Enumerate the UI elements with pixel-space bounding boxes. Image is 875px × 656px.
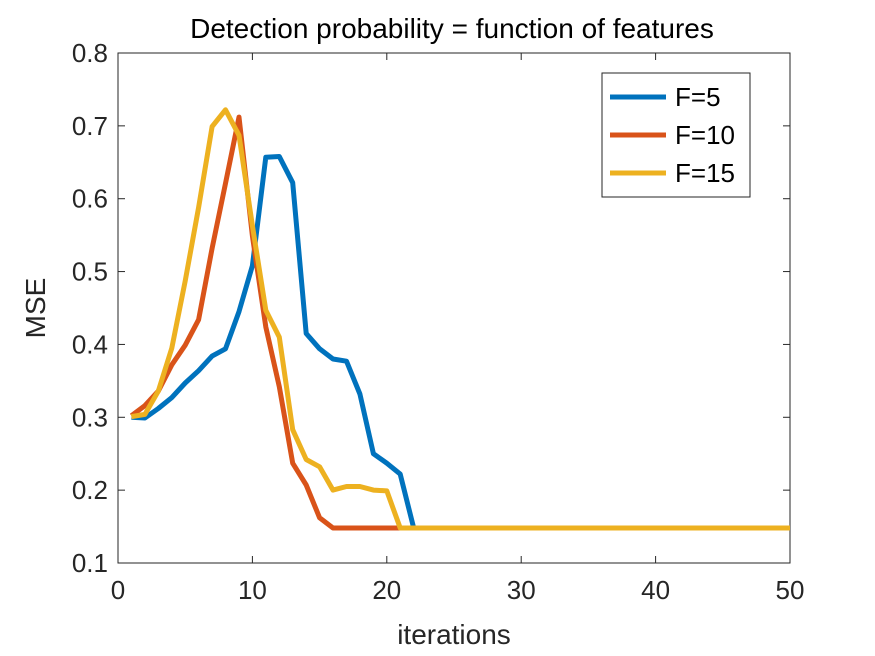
x-tick-label: 10 xyxy=(238,575,267,605)
y-tick-label: 0.6 xyxy=(72,184,108,214)
series-lines xyxy=(129,107,790,531)
y-tick-label: 0.1 xyxy=(72,548,108,578)
legend-label-1: F=5 xyxy=(675,82,721,112)
x-tick-label: 0 xyxy=(111,575,125,605)
x-tick-label: 20 xyxy=(372,575,401,605)
y-tick-label: 0.5 xyxy=(72,257,108,287)
x-axis: 0 10 20 30 40 50 xyxy=(111,53,805,605)
legend-label-3: F=15 xyxy=(675,158,735,188)
series-line-3 xyxy=(130,107,790,531)
y-tick-label: 0.8 xyxy=(72,38,108,68)
legend-label-2: F=10 xyxy=(675,120,735,150)
y-tick-label: 0.4 xyxy=(72,329,108,359)
x-tick-label: 50 xyxy=(776,575,805,605)
series-line-1 xyxy=(131,154,790,531)
y-axis: 0.1 0.2 0.3 0.4 0.5 0.6 0.7 0.8 xyxy=(72,38,790,578)
y-tick-label: 0.7 xyxy=(72,111,108,141)
x-tick-label: 30 xyxy=(507,575,536,605)
legend: F=5 F=10 F=15 xyxy=(601,72,751,198)
x-tick-label: 40 xyxy=(641,575,670,605)
y-axis-title: MSE xyxy=(20,278,51,339)
y-tick-label: 0.3 xyxy=(72,402,108,432)
series-line-2 xyxy=(129,114,790,531)
y-tick-label: 0.2 xyxy=(72,475,108,505)
x-axis-title: iterations xyxy=(397,619,511,650)
chart-title: Detection probability = function of feat… xyxy=(190,13,714,44)
